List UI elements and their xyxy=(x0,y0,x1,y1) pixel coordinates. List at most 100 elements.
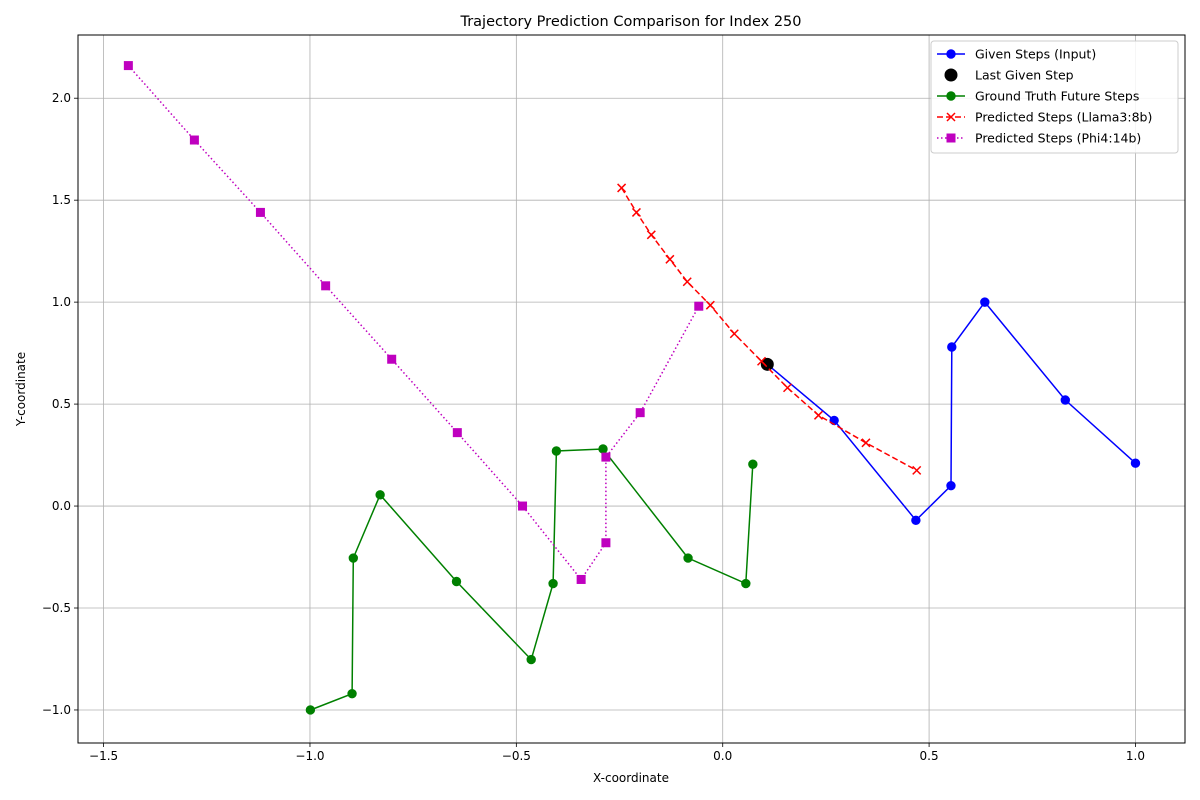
data-point xyxy=(601,538,611,548)
legend-marker xyxy=(946,49,956,59)
x-tick-label: 1.0 xyxy=(1126,749,1145,763)
y-tick-label: 2.0 xyxy=(52,91,71,105)
legend: Given Steps (Input) Last Given Step Ground… xyxy=(930,40,1179,154)
data-point xyxy=(760,357,774,371)
data-point xyxy=(756,356,767,366)
series-predicted-steps-phi4-14b xyxy=(123,61,704,584)
x-marker-stroke xyxy=(782,383,793,393)
legend-marker xyxy=(946,91,956,101)
chart-title: Trajectory Prediction Comparison for Ind… xyxy=(459,14,801,30)
series-line xyxy=(620,187,918,472)
y-tick-label: 1.5 xyxy=(52,193,71,207)
series-given-steps-input xyxy=(762,297,1141,526)
axis-ticks: −1.5 −1.0 −0.5 0.0 0.5 1.0 −1.0 −0.5 0.0 0.5 1.0 1.… xyxy=(42,91,1145,763)
data-point xyxy=(347,688,357,699)
data-point xyxy=(451,576,462,587)
data-point xyxy=(305,705,316,715)
data-point xyxy=(518,501,528,511)
data-point xyxy=(631,207,641,217)
x-marker-stroke xyxy=(617,183,627,193)
data-point xyxy=(348,553,359,563)
legend-entry: Ground Truth Future Steps xyxy=(937,89,1139,104)
legend-label: Ground Truth Future Steps xyxy=(975,89,1139,104)
data-point xyxy=(526,654,536,665)
y-tick-label: 0.0 xyxy=(52,499,71,513)
x-marker-stroke xyxy=(729,329,739,339)
data-point xyxy=(912,465,922,475)
legend-label: Last Given Step xyxy=(975,68,1074,83)
data-point xyxy=(601,452,611,462)
data-point xyxy=(665,254,675,264)
y-axis-label: Y-coordinate xyxy=(14,352,28,427)
data-point xyxy=(598,444,608,454)
x-axis-label: X-coordinate xyxy=(593,771,669,785)
data-point xyxy=(813,410,824,420)
data-point xyxy=(741,578,751,589)
series-ground-truth-future-steps xyxy=(305,444,758,715)
legend-entry: Predicted Steps (Llama3:8b) xyxy=(937,110,1152,125)
legend-marker xyxy=(944,68,958,82)
x-tick-label: 0.0 xyxy=(713,749,732,763)
data-point xyxy=(861,438,871,448)
x-marker-stroke xyxy=(682,277,692,287)
data-point xyxy=(375,490,385,500)
data-point xyxy=(946,480,956,491)
data-point xyxy=(782,383,793,393)
data-point xyxy=(980,297,990,307)
x-marker-stroke xyxy=(646,230,656,240)
data-point xyxy=(189,135,199,145)
data-point xyxy=(387,354,397,364)
legend-marker xyxy=(946,133,956,143)
legend-label: Predicted Steps (Phi4:14b) xyxy=(975,131,1141,146)
data-point xyxy=(635,408,645,418)
x-marker-stroke xyxy=(813,410,824,420)
series-predicted-steps-llama3-8b xyxy=(617,183,922,475)
data-point xyxy=(123,61,133,71)
data-point xyxy=(255,207,265,217)
data-point xyxy=(682,277,692,287)
series-last-given-step xyxy=(760,357,774,371)
data-point xyxy=(452,428,462,438)
y-tick-label: 0.5 xyxy=(52,397,71,411)
series-line xyxy=(310,448,754,711)
x-marker-stroke xyxy=(861,438,871,448)
data-point xyxy=(617,183,627,193)
data-point xyxy=(1130,458,1141,468)
data-point xyxy=(683,553,693,563)
data-point xyxy=(947,342,957,352)
legend-marker xyxy=(946,112,956,122)
data-point xyxy=(911,515,921,526)
x-marker-stroke xyxy=(912,465,922,475)
x-marker-stroke xyxy=(946,112,956,122)
legend-entry: Predicted Steps (Phi4:14b) xyxy=(937,131,1141,146)
data-point xyxy=(705,300,715,310)
legend-label: Predicted Steps (Llama3:8b) xyxy=(975,110,1152,125)
data-point xyxy=(694,301,704,311)
x-marker-stroke xyxy=(705,300,715,310)
legend-label: Given Steps (Input) xyxy=(975,47,1096,62)
x-tick-label: −1.0 xyxy=(295,749,324,763)
x-tick-label: −0.5 xyxy=(502,749,531,763)
y-tick-label: 1.0 xyxy=(52,295,71,309)
data-point xyxy=(748,459,758,469)
plot-area-frame xyxy=(77,34,1186,744)
series-line xyxy=(127,65,700,581)
data-point xyxy=(729,329,739,339)
legend-box xyxy=(930,40,1179,154)
data-point xyxy=(548,578,558,589)
x-marker-stroke xyxy=(665,254,675,264)
x-marker-stroke xyxy=(631,207,641,217)
data-point xyxy=(551,446,562,456)
data-point xyxy=(646,230,656,240)
legend-entry: Last Given Step xyxy=(944,68,1074,83)
series-line xyxy=(766,300,1137,522)
x-marker-stroke xyxy=(756,356,767,366)
x-tick-label: 0.5 xyxy=(920,749,939,763)
y-tick-label: −0.5 xyxy=(42,601,71,615)
data-point xyxy=(1060,395,1071,405)
data-point xyxy=(321,281,331,291)
y-tick-label: −1.0 xyxy=(42,703,71,717)
legend-entry: Given Steps (Input) xyxy=(937,47,1096,62)
x-tick-label: −1.5 xyxy=(89,749,118,763)
